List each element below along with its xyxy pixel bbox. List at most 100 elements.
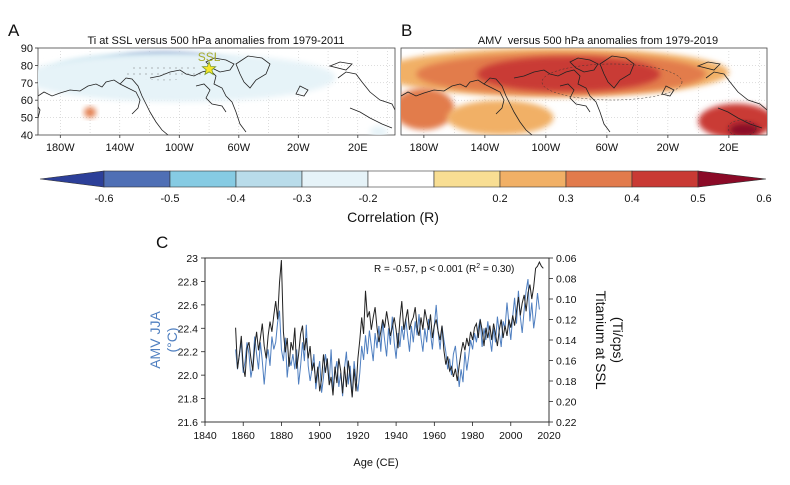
panel-a-lat-ticks: 90 80 70 60 50 40 — [21, 43, 38, 142]
panel-b: B AMV versus 500 hPa anomalies from 1979… — [400, 21, 768, 154]
panel-a-lat-tick-label: 70 — [21, 78, 33, 90]
ssl-site-label: SSL — [198, 50, 221, 64]
panel-b-lon-tick-label: 140W — [471, 142, 500, 154]
panel-a-lon-tick-label: 100W — [165, 142, 194, 154]
panel-a: A Ti at SSL versus 500 hPa anomalies fro… — [8, 21, 396, 154]
panel-a-significance-stipple — [124, 64, 205, 81]
right-tick-label: 0.20 — [556, 397, 577, 409]
x-tick-label: 1880 — [270, 430, 294, 442]
colorbar-tick-label: 0.4 — [624, 193, 639, 205]
panel-b-title: AMV versus 500 hPa anomalies from 1979-2… — [478, 35, 718, 47]
x-tick-label: 1940 — [384, 430, 408, 442]
right-tick-label: 0.18 — [556, 376, 577, 388]
colorbar-tick-label: 0.2 — [492, 193, 507, 205]
ssl-site-marker: SSL — [198, 50, 221, 76]
x-tick-label: 1920 — [346, 430, 370, 442]
left-tick-label: 22.4 — [178, 323, 199, 335]
right-tick-label: 0.08 — [556, 274, 577, 286]
panel-b-lon-tick-label: 180W — [410, 142, 439, 154]
left-label-line-2: (°C) — [164, 327, 180, 352]
right-label-line-2: (Ti/cps) — [610, 317, 626, 363]
colorbar-tick-label: -0.5 — [161, 193, 180, 205]
left-tick-label: 22.8 — [178, 276, 199, 288]
colorbar-segment — [235, 170, 303, 188]
panel-b-label: B — [401, 21, 412, 40]
panel-a-lat-tick-label: 50 — [21, 113, 33, 125]
panel-a-lat-tick-label: 60 — [21, 95, 33, 107]
panel-a-label: A — [8, 21, 20, 40]
colorbar-segment — [169, 170, 237, 188]
panel-b-anomaly-patch — [446, 100, 554, 135]
x-tick-label: 1900 — [308, 430, 332, 442]
panel-b-lon-tick-label: 60W — [596, 142, 619, 154]
panel-b-anomaly-patch — [477, 56, 661, 92]
colorbar-segment — [631, 170, 699, 188]
x-tick-label: 1860 — [232, 430, 256, 442]
colorbar-segment — [565, 170, 633, 188]
colorbar-tick-label: 0.5 — [690, 193, 705, 205]
x-tick-label: 1980 — [461, 430, 485, 442]
panel-a-anomaly-patch — [84, 107, 97, 118]
left-tick-label: 22.2 — [178, 347, 199, 359]
panel-a-lon-tick-label: 20W — [287, 142, 310, 154]
correlation-annotation: R = -0.57, p < 0.001 (R2 = 0.30) — [374, 263, 514, 275]
colorbar-segment — [433, 170, 501, 188]
colorbar-legend: -0.6 -0.5 -0.4 -0.3 -0.2 0.2 0.3 0.4 0.5 0.6 Corr… — [39, 170, 772, 225]
x-tick-label: 2020 — [537, 430, 561, 442]
panel-a-gridlines — [38, 48, 395, 135]
panel-a-lon-ticks: 180W 140W 100W 60W 20W 20E — [46, 135, 368, 154]
left-tick-label: 21.6 — [178, 417, 199, 429]
right-tick-label: 0.16 — [556, 356, 577, 368]
right-tick-label: 0.22 — [556, 417, 577, 429]
panel-c-right-axis: 0.06 0.08 0.10 0.12 0.14 0.16 0.18 0.20 0.22 — [549, 253, 577, 429]
left-label-line-1: AMV JJA — [147, 311, 163, 369]
panel-a-lon-tick-label: 20E — [348, 142, 368, 154]
panel-c-x-axis: 1840 1860 1880 1900 1920 1940 1960 1980 2000 2020 — [193, 422, 561, 442]
series-titanium-line — [235, 260, 544, 398]
colorbar-tick-label: -0.3 — [293, 193, 312, 205]
panel-c-right-label: Titanium at SSL (Ti/cps) — [593, 290, 626, 389]
right-tick-label: 0.06 — [556, 253, 577, 265]
panel-b-lon-tick-label: 100W — [532, 142, 561, 154]
colorbar-low-arrow — [39, 170, 105, 188]
x-tick-label: 2000 — [499, 430, 523, 442]
panel-b-anomaly-patch — [401, 88, 455, 130]
left-tick-label: 22.0 — [178, 370, 199, 382]
panel-b-lon-tick-label: 20W — [657, 142, 680, 154]
x-tick-label: 1960 — [423, 430, 447, 442]
panel-a-lat-tick-label: 90 — [21, 43, 33, 55]
colorbar-high-arrow — [697, 170, 767, 188]
right-tick-label: 0.10 — [556, 294, 577, 306]
panel-a-anomaly-patch — [369, 126, 388, 135]
left-tick-label: 21.8 — [178, 394, 199, 406]
panel-c-x-label: Age (CE) — [353, 457, 398, 469]
panel-c: C 1840 1860 1880 1900 1920 1940 1960 1980 2000 20… — [147, 233, 626, 469]
colorbar-tick-label: -0.2 — [359, 193, 378, 205]
panel-a-lon-tick-label: 60W — [228, 142, 251, 154]
x-tick-label: 1840 — [193, 430, 217, 442]
right-tick-label: 0.14 — [556, 335, 577, 347]
colorbar-tick-label: 0.3 — [558, 193, 573, 205]
panel-b-anomaly-patch — [728, 122, 760, 135]
colorbar-segment — [367, 170, 435, 188]
colorbar-segments — [39, 170, 767, 188]
left-tick-label: 23 — [186, 253, 198, 265]
panel-c-plot-frame — [204, 257, 550, 423]
right-tick-label: 0.12 — [556, 315, 577, 327]
panel-b-coastlines — [401, 55, 767, 135]
panel-a-lon-tick-label: 140W — [105, 142, 134, 154]
colorbar-tick-label: -0.6 — [95, 193, 114, 205]
colorbar-segment — [499, 170, 567, 188]
colorbar-tick-label: 0.6 — [756, 193, 771, 205]
series-amv-line — [235, 279, 540, 397]
left-tick-label: 22.6 — [178, 300, 199, 312]
panel-a-title: Ti at SSL versus 500 hPa anomalies from … — [87, 35, 344, 47]
panel-a-lat-tick-label: 40 — [21, 130, 33, 142]
star-icon — [201, 60, 217, 76]
panel-b-lon-tick-label: 20E — [719, 142, 739, 154]
panel-a-lon-tick-label: 180W — [46, 142, 75, 154]
panel-a-lat-tick-label: 80 — [21, 60, 33, 72]
panel-c-label: C — [156, 233, 168, 252]
colorbar-tick-labels: -0.6 -0.5 -0.4 -0.3 -0.2 0.2 0.3 0.4 0.5 0.6 — [95, 193, 772, 205]
colorbar-segment — [301, 170, 369, 188]
